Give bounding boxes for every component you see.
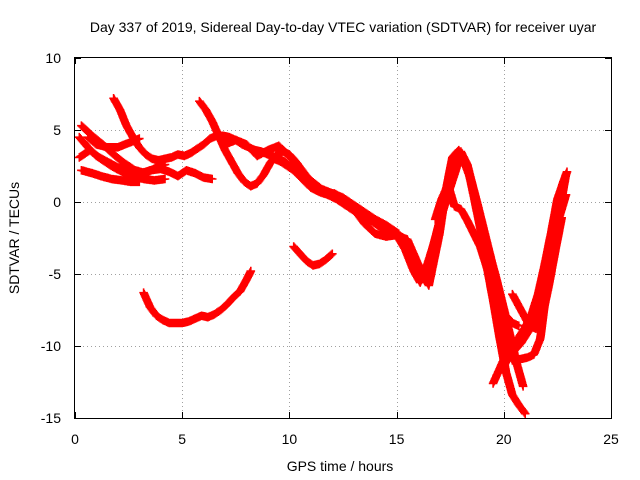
- series-track-h: [220, 135, 530, 418]
- y-tick-label: 5: [53, 122, 61, 138]
- y-tick-label: 10: [45, 50, 61, 66]
- grid-lines: [75, 58, 611, 418]
- series-track-k: [430, 180, 524, 331]
- x-tick-label: 10: [282, 431, 298, 447]
- series-track-c: [75, 145, 170, 185]
- data-points: [77, 166, 144, 187]
- x-tick-label: 25: [603, 431, 619, 447]
- x-tick-label: 0: [71, 431, 79, 447]
- x-axis-label: GPS time / hours: [287, 458, 394, 474]
- data-points: [289, 242, 337, 270]
- series-track-o: [508, 213, 566, 333]
- series-track-q: [289, 242, 337, 270]
- series-track-d: [77, 166, 144, 187]
- x-tick-label: 5: [178, 431, 186, 447]
- y-tick-label: -10: [41, 338, 61, 354]
- plot-frame: [74, 57, 612, 419]
- series-track-p: [139, 266, 256, 328]
- data-points: [220, 135, 530, 418]
- data-points: [430, 180, 524, 331]
- y-tick-label: 0: [53, 194, 61, 210]
- axis-ticks: 0 5 10 15 20 25 -15 -10 -5 0 5 10: [41, 50, 619, 447]
- chart-title: Day 337 of 2019, Sidereal Day-to-day VTE…: [90, 19, 597, 35]
- x-tick-label: 20: [496, 431, 512, 447]
- data-points: [508, 213, 566, 333]
- y-tick-label: -5: [49, 266, 62, 282]
- data-series: [75, 94, 572, 418]
- y-tick-label: -15: [41, 410, 61, 426]
- data-points: [75, 145, 170, 185]
- y-axis-label: SDTVAR / TECUs: [6, 182, 22, 294]
- data-points: [139, 266, 256, 328]
- x-tick-label: 15: [389, 431, 405, 447]
